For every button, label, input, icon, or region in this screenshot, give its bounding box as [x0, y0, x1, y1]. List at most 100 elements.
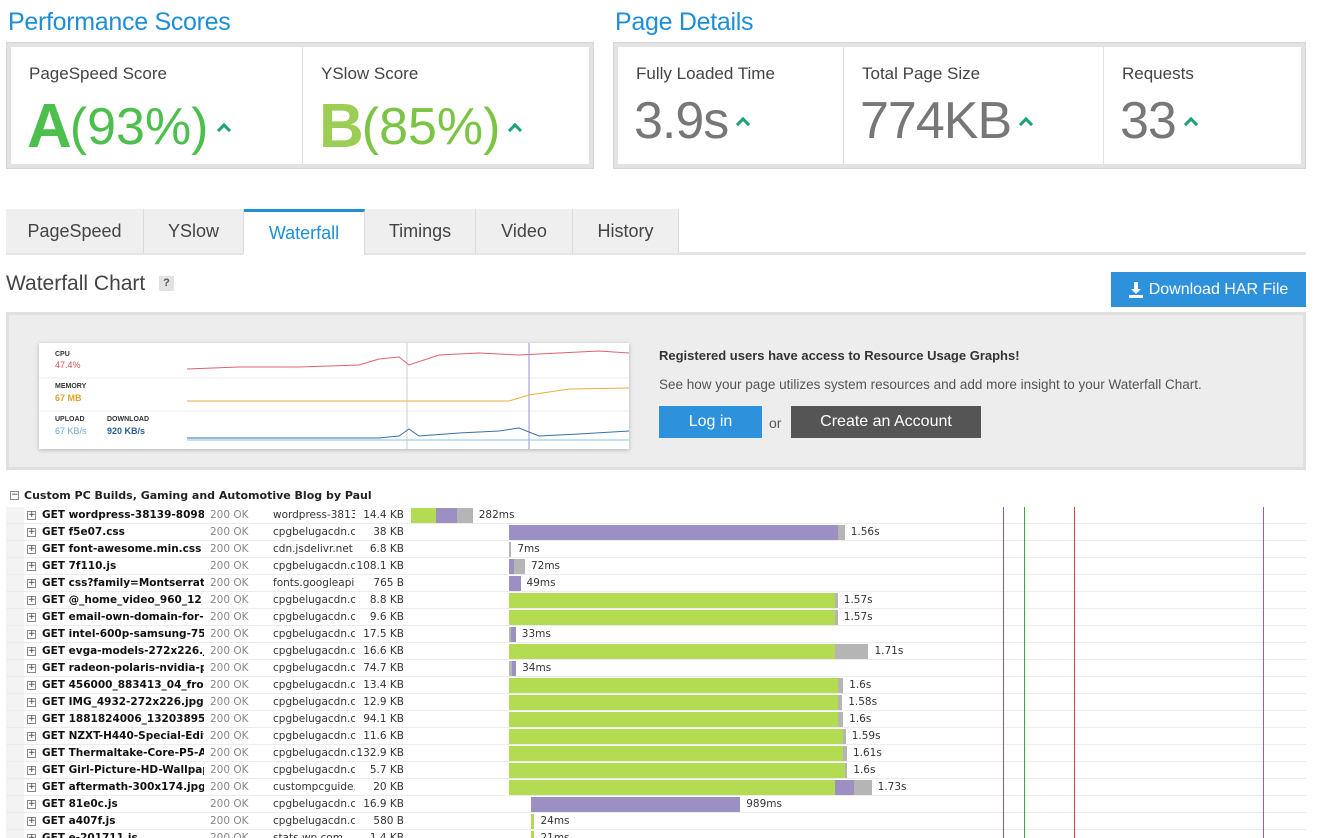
create-account-button[interactable]: Create an Account — [791, 406, 981, 438]
waterfall-row[interactable]: + GET 7f110.js 200 OK cpgbelugacdn.cu 108.1 … — [6, 558, 1306, 575]
request-status: 200 OK — [210, 679, 249, 691]
waterfall-row[interactable]: + GET wordpress-38139-8098 200 OK wordpress… — [6, 507, 1306, 524]
expand-icon[interactable]: + — [27, 629, 36, 639]
expand-icon[interactable]: + — [27, 663, 36, 673]
expand-icon[interactable]: + — [27, 765, 36, 775]
request-duration: 49ms — [526, 577, 556, 589]
timing-bar-segment — [509, 695, 839, 710]
waterfall-table: − Custom PC Builds, Gaming and Automotiv… — [6, 489, 1306, 838]
help-icon[interactable]: ? — [159, 276, 174, 291]
waterfall-row[interactable]: + GET IMG_4932-272x226.jpg 200 OK cpgbeluga… — [6, 694, 1306, 711]
caret-up-icon — [1019, 116, 1034, 132]
expand-icon[interactable]: + — [27, 714, 36, 724]
expand-icon[interactable]: + — [27, 578, 36, 588]
request-size: 74.7 KB — [363, 662, 404, 674]
tab-timings[interactable]: Timings — [365, 209, 476, 253]
promo-subtext: See how your page utilizes system resour… — [659, 377, 1202, 392]
expand-icon[interactable]: + — [27, 799, 36, 809]
waterfall-row[interactable]: + GET NZXT-H440-Special-Edit 200 OK cpgbelu… — [6, 728, 1306, 745]
request-duration: 1.6s — [849, 679, 872, 691]
request-size: 11.6 KB — [363, 730, 404, 742]
request-url: GET @_home_video_960_12 — [42, 594, 202, 606]
download-har-button[interactable]: Download HAR File — [1111, 272, 1306, 307]
total-page-size-value: 774KB — [860, 92, 1012, 150]
waterfall-row[interactable]: + GET 456000_883413_04_fro 200 OK cpgbeluga… — [6, 677, 1306, 694]
waterfall-row[interactable]: + GET email-own-domain-for-v 200 OK cpgbelu… — [6, 609, 1306, 626]
tab-video[interactable]: Video — [476, 209, 573, 253]
expand-icon[interactable]: + — [27, 680, 36, 690]
waterfall-row[interactable]: + GET font-awesome.min.css 200 OK cdn.jsdel… — [6, 541, 1306, 558]
request-domain: stats.wp.com — [273, 832, 343, 838]
download-value: 920 KB/s — [107, 426, 146, 436]
request-size: 108.1 KB — [356, 560, 405, 572]
tab-history[interactable]: History — [573, 209, 679, 253]
waterfall-row[interactable]: + GET f5e07.css 200 OK cpgbelugacdn.cu 38 KB… — [6, 524, 1306, 541]
tab-yslow[interactable]: YSlow — [144, 209, 244, 253]
waterfall-row[interactable]: + GET intel-600p-samsung-750 200 OK cpgbelu… — [6, 626, 1306, 643]
request-status: 200 OK — [210, 713, 249, 725]
request-duration: 282ms — [478, 509, 515, 521]
request-domain: cpgbelugacdn.cu — [273, 696, 355, 708]
expand-icon[interactable]: + — [27, 782, 36, 792]
tab-pagespeed[interactable]: PageSpeed — [6, 209, 144, 253]
timing-bar-segment — [838, 695, 843, 710]
waterfall-row[interactable]: + GET evga-models-272x226.jp 200 OK cpgbelu… — [6, 643, 1306, 660]
request-duration: 1.73s — [877, 781, 907, 793]
waterfall-row[interactable]: + GET e-201711.js 200 OK stats.wp.com 1.4 KB… — [6, 830, 1306, 838]
request-status: 200 OK — [210, 798, 249, 810]
waterfall-row[interactable]: + GET 1881824006_13203895 200 OK cpgbelugac… — [6, 711, 1306, 728]
expand-icon[interactable]: + — [27, 527, 36, 537]
waterfall-row[interactable]: + GET Thermaltake-Core-P5-A 200 OK cpgbelug… — [6, 745, 1306, 762]
waterfall-row[interactable]: + GET 81e0c.js 200 OK cpgbelugacdn.cu 16.9 K… — [6, 796, 1306, 813]
request-size: 5.7 KB — [369, 764, 404, 776]
request-url: GET email-own-domain-for-v — [42, 611, 204, 623]
timing-bar-segment — [509, 661, 512, 676]
caret-up-icon — [736, 116, 751, 132]
tab-waterfall[interactable]: Waterfall — [244, 209, 365, 255]
expand-icon[interactable]: + — [27, 595, 36, 605]
waterfall-row[interactable]: + GET a407f.js 200 OK cpgbelugacdn.cu 580 B 2… — [6, 813, 1306, 830]
timing-bar-segment — [513, 559, 525, 574]
request-duration: 1.59s — [851, 730, 881, 742]
request-status: 200 OK — [210, 747, 249, 759]
waterfall-group-header[interactable]: − Custom PC Builds, Gaming and Automotiv… — [10, 489, 372, 502]
request-domain: cpgbelugacdn.cu — [273, 594, 355, 606]
expand-icon[interactable]: + — [27, 748, 36, 758]
request-duration: 21ms — [540, 832, 570, 838]
request-size: 6.8 KB — [369, 543, 404, 555]
waterfall-row[interactable]: + GET @_home_video_960_12 200 OK cpgbelugac… — [6, 592, 1306, 609]
request-url: GET css?family=Montserrat: — [42, 577, 204, 589]
request-url: GET aftermath-300x174.jpg — [42, 781, 204, 793]
expand-icon[interactable]: + — [27, 646, 36, 656]
timing-bar-segment — [456, 508, 473, 523]
expand-icon[interactable]: + — [27, 697, 36, 707]
or-label: or — [769, 415, 782, 431]
expand-icon[interactable]: + — [27, 816, 36, 826]
log-in-button[interactable]: Log in — [659, 406, 762, 438]
timing-bar-segment — [509, 729, 844, 744]
request-url: GET 7f110.js — [42, 560, 117, 572]
timing-bar-segment — [511, 661, 517, 676]
fully-loaded-time-label: Fully Loaded Time — [636, 64, 775, 83]
request-status: 200 OK — [210, 645, 249, 657]
memory-label: MEMORY — [55, 383, 87, 390]
expand-icon[interactable]: + — [27, 834, 36, 838]
waterfall-row[interactable]: + GET radeon-polaris-nvidia-pa 200 OK cpgbe… — [6, 660, 1306, 677]
expand-icon[interactable]: + — [27, 510, 36, 520]
total-page-size: Total Page Size 774KB — [844, 47, 1104, 164]
request-size: 13.4 KB — [363, 679, 404, 691]
request-status: 200 OK — [210, 611, 249, 623]
timing-bar-segment — [509, 525, 839, 540]
waterfall-row[interactable]: + GET aftermath-300x174.jpg 200 OK custompc… — [6, 779, 1306, 796]
waterfall-row[interactable]: + GET Girl-Picture-HD-Wallpap 200 OK cpgbel… — [6, 762, 1306, 779]
collapse-icon[interactable]: − — [10, 490, 19, 500]
expand-icon[interactable]: + — [27, 544, 36, 554]
waterfall-row[interactable]: + GET css?family=Montserrat: 200 OK fonts.g… — [6, 575, 1306, 592]
request-url: GET f5e07.css — [42, 526, 125, 538]
expand-icon[interactable]: + — [27, 612, 36, 622]
request-size: 765 B — [373, 577, 404, 589]
expand-icon[interactable]: + — [27, 731, 36, 741]
request-size: 8.8 KB — [369, 594, 404, 606]
request-domain: cpgbelugacdn.cu — [273, 526, 355, 538]
expand-icon[interactable]: + — [27, 561, 36, 571]
